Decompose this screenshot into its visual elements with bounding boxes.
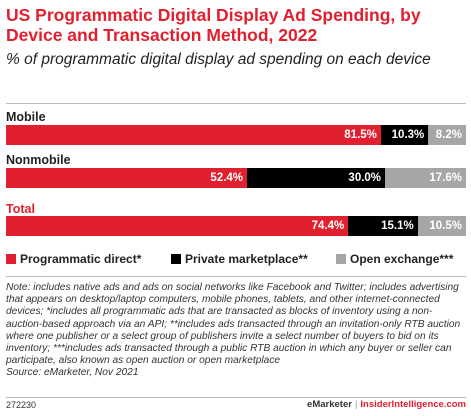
legend-label-open-exchange: Open exchange*** [350, 252, 454, 266]
legend: Programmatic direct* Private marketplace… [6, 251, 466, 267]
legend-swatch-programmatic-direct [6, 254, 16, 264]
row-label-nonmobile: Nonmobile [6, 153, 71, 167]
bar-segment-nonmobile-open-exchange [385, 168, 466, 188]
brand-emarketer: eMarketer [307, 399, 352, 410]
bar-segment-nonmobile-private-marketplace [247, 168, 386, 188]
data-label-nonmobile-programmatic-direct: 52.4% [210, 172, 244, 184]
footnote-source: Source: eMarketer, Nov 2021 [6, 367, 139, 379]
bar-mobile: 81.5% 10.3% 8.2% [6, 125, 466, 145]
data-label-mobile-programmatic-direct: 81.5% [344, 129, 377, 141]
brand: eMarketer | InsiderIntelligence.com [307, 399, 466, 410]
legend-label-programmatic-direct: Programmatic direct* [20, 252, 142, 266]
bar-segment-mobile-private-marketplace [380, 125, 429, 145]
data-label-total-private-marketplace: 15.1% [381, 220, 414, 232]
footnote: Note: includes native ads and ads on soc… [6, 282, 468, 380]
chart-subtitle: % of programmatic digital display ad spe… [6, 51, 431, 68]
data-label-nonmobile-open-exchange: 17.6% [429, 172, 462, 184]
row-label-mobile: Mobile [6, 110, 46, 124]
legend-swatch-open-exchange [336, 254, 346, 264]
bar-segment-nonmobile-programmatic-direct [6, 168, 248, 188]
data-label-mobile-open-exchange: 8.2% [435, 129, 462, 141]
bar-segment-total-open-exchange [417, 216, 466, 236]
bar-segment-mobile-open-exchange [428, 125, 466, 145]
footer: 272230 eMarketer | InsiderIntelligence.com [6, 399, 466, 413]
bottom-divider [6, 276, 466, 277]
bar-total: 74.4% 15.1% 10.5% [6, 216, 466, 236]
data-label-mobile-private-marketplace: 10.3% [391, 129, 425, 141]
legend-label-private-marketplace: Private marketplace** [185, 252, 308, 266]
brand-insider-intelligence: InsiderIntelligence.com [360, 399, 466, 410]
chart-title: US Programmatic Digital Display Ad Spend… [6, 5, 421, 45]
bar-segment-mobile-programmatic-direct [6, 125, 381, 145]
footnote-note: Note: includes native ads and ads on soc… [6, 282, 461, 367]
data-label-total-open-exchange: 10.5% [429, 220, 462, 232]
legend-swatch-private-marketplace [171, 254, 181, 264]
data-label-nonmobile-private-marketplace: 30.0% [348, 172, 382, 184]
chart-id: 272230 [6, 400, 37, 410]
top-divider [6, 103, 466, 104]
row-label-total: Total [6, 202, 35, 216]
bar-nonmobile: 52.4% 30.0% 17.6% [6, 168, 466, 188]
bar-segment-total-programmatic-direct [6, 216, 349, 236]
footer-divider [6, 397, 466, 398]
bar-segment-total-private-marketplace [348, 216, 418, 236]
brand-separator: | [354, 399, 358, 410]
data-label-total-programmatic-direct: 74.4% [311, 220, 345, 232]
